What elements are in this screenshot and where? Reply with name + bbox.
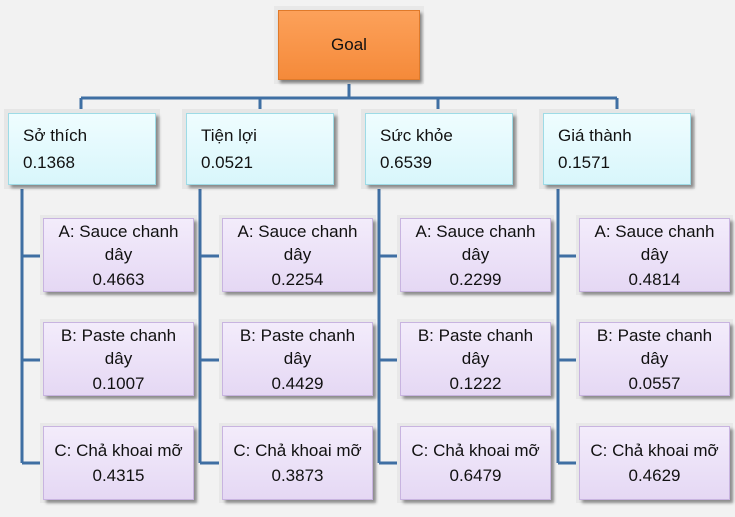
alternative-value: 0.1222 xyxy=(449,373,502,393)
alternative-label: A: Sauce chanh dây xyxy=(237,221,358,264)
alternative-node: B: Paste chanh dây 0.4429 xyxy=(222,322,373,396)
alternative-value: 0.2299 xyxy=(449,269,502,289)
goal-label: Goal xyxy=(331,35,367,54)
alternative-node: B: Paste chanh dây 0.1222 xyxy=(400,322,551,396)
alternative-label: C: Chả khoai mỡ xyxy=(590,441,719,460)
alternative-label: B: Paste chanh dây xyxy=(596,325,713,368)
alternative-node: A: Sauce chanh dây 0.4663 xyxy=(43,218,194,292)
alternative-value: 0.6479 xyxy=(449,466,502,485)
alternative-node: A: Sauce chanh dây 0.2254 xyxy=(222,218,373,292)
alternative-node: C: Chả khoai mỡ 0.3873 xyxy=(222,426,373,500)
alternative-label: C: Chả khoai mỡ xyxy=(233,441,362,460)
criterion-weight: 0.6539 xyxy=(380,153,432,172)
alternative-node: A: Sauce chanh dây 0.2299 xyxy=(400,218,551,292)
alternative-node: C: Chả khoai mỡ 0.6479 xyxy=(400,426,551,500)
alternative-node: B: Paste chanh dây 0.1007 xyxy=(43,322,194,396)
criterion-name: Giá thành xyxy=(558,126,632,145)
alternative-node: C: Chả khoai mỡ 0.4315 xyxy=(43,426,194,500)
goal-node: Goal xyxy=(278,10,420,80)
alternative-label: B: Paste chanh dây xyxy=(60,325,177,368)
alternative-label: A: Sauce chanh dây xyxy=(58,221,179,264)
alternative-label: B: Paste chanh dây xyxy=(417,325,534,368)
criterion-node: Sức khỏe 0.6539 xyxy=(365,113,513,185)
criterion-name: Sở thích xyxy=(23,126,88,145)
alternative-value: 0.4663 xyxy=(92,269,145,289)
criterion-weight: 0.1571 xyxy=(558,153,610,172)
criterion-weight: 0.0521 xyxy=(201,153,253,172)
alternative-node: A: Sauce chanh dây 0.4814 xyxy=(579,218,730,292)
alternative-value: 0.4629 xyxy=(628,466,681,485)
criterion-node: Sở thích 0.1368 xyxy=(8,113,156,185)
alternative-value: 0.0557 xyxy=(628,373,681,393)
criterion-weight: 0.1368 xyxy=(23,153,75,172)
alternative-value: 0.2254 xyxy=(271,269,324,289)
alternative-value: 0.1007 xyxy=(92,373,145,393)
criterion-name: Tiện lợi xyxy=(201,126,257,145)
alternative-node: B: Paste chanh dây 0.0557 xyxy=(579,322,730,396)
criterion-node: Giá thành 0.1571 xyxy=(543,113,691,185)
criterion-name: Sức khỏe xyxy=(380,126,453,145)
alternative-value: 0.4315 xyxy=(92,466,145,485)
alternative-label: C: Chả khoai mỡ xyxy=(411,441,540,460)
alternative-value: 0.4814 xyxy=(628,269,681,289)
alternative-value: 0.3873 xyxy=(271,466,324,485)
alternative-label: C: Chả khoai mỡ xyxy=(54,441,183,460)
alternative-node: C: Chả khoai mỡ 0.4629 xyxy=(579,426,730,500)
alternative-label: A: Sauce chanh dây xyxy=(594,221,715,264)
alternative-label: A: Sauce chanh dây xyxy=(415,221,536,264)
criterion-node: Tiện lợi 0.0521 xyxy=(186,113,334,185)
alternative-value: 0.4429 xyxy=(271,373,324,393)
alternative-label: B: Paste chanh dây xyxy=(239,325,356,368)
